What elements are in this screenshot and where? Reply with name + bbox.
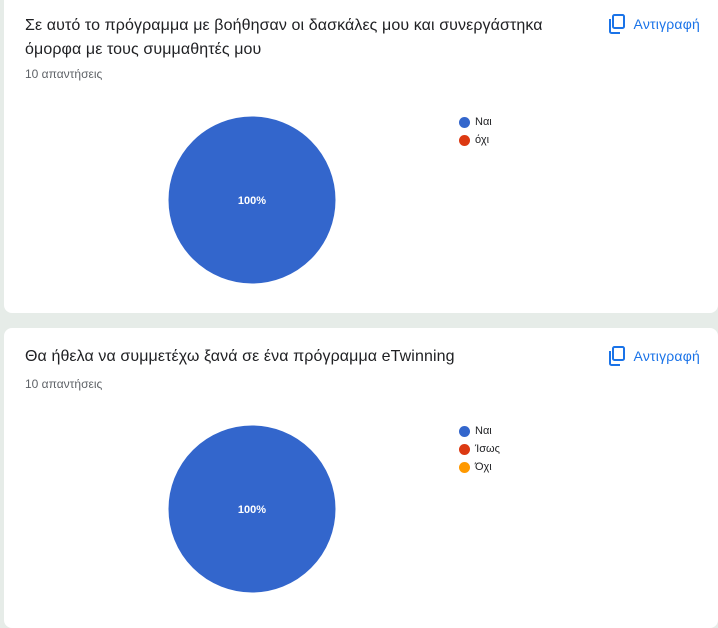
legend-swatch bbox=[459, 425, 470, 437]
pie-slice-label: 100% bbox=[238, 504, 266, 516]
legend-item[interactable]: Ναι bbox=[459, 422, 500, 440]
legend-item[interactable]: Ναι bbox=[459, 113, 492, 131]
pie-slice[interactable] bbox=[167, 115, 337, 285]
legend-swatch bbox=[459, 134, 470, 146]
copy-button[interactable]: Αντιγραφή bbox=[608, 346, 700, 366]
chart-legend: Ναι Ίσως Όχι bbox=[459, 422, 500, 476]
legend-label: Ναι bbox=[475, 116, 492, 128]
pie-chart: 100% bbox=[166, 423, 338, 600]
pie-slice-label: 100% bbox=[238, 195, 266, 207]
pie-chart: 100% bbox=[166, 114, 338, 291]
legend-label: Όχι bbox=[475, 461, 492, 473]
legend-label: Ίσως bbox=[475, 443, 500, 455]
legend-swatch bbox=[459, 461, 470, 473]
copy-label: Αντιγραφή bbox=[633, 16, 700, 32]
legend-label: όχι bbox=[475, 134, 490, 146]
copy-label: Αντιγραφή bbox=[633, 348, 700, 364]
legend-swatch bbox=[459, 116, 470, 128]
legend-label: Ναι bbox=[475, 425, 492, 437]
question-title: Θα ήθελα να συμμετέχω ξανά σε ένα πρόγρα… bbox=[25, 348, 455, 365]
response-count: 10 απαντήσεις bbox=[25, 377, 103, 391]
legend-item[interactable]: Ίσως bbox=[459, 440, 500, 458]
copy-icon bbox=[608, 14, 626, 34]
question-card: Σε αυτό το πρόγραμμα με βοήθησαν οι δασκ… bbox=[4, 0, 718, 313]
question-card: Θα ήθελα να συμμετέχω ξανά σε ένα πρόγρα… bbox=[4, 328, 718, 628]
chart-legend: Ναι όχι bbox=[459, 113, 492, 149]
question-title: Σε αυτό το πρόγραμμα με βοήθησαν οι δασκ… bbox=[25, 17, 543, 58]
legend-item[interactable]: όχι bbox=[459, 131, 492, 149]
copy-button[interactable]: Αντιγραφή bbox=[608, 14, 700, 34]
legend-swatch bbox=[459, 443, 470, 455]
copy-icon bbox=[608, 346, 626, 366]
response-count: 10 απαντήσεις bbox=[25, 67, 103, 81]
legend-item[interactable]: Όχι bbox=[459, 458, 500, 476]
pie-slice[interactable] bbox=[167, 424, 337, 594]
